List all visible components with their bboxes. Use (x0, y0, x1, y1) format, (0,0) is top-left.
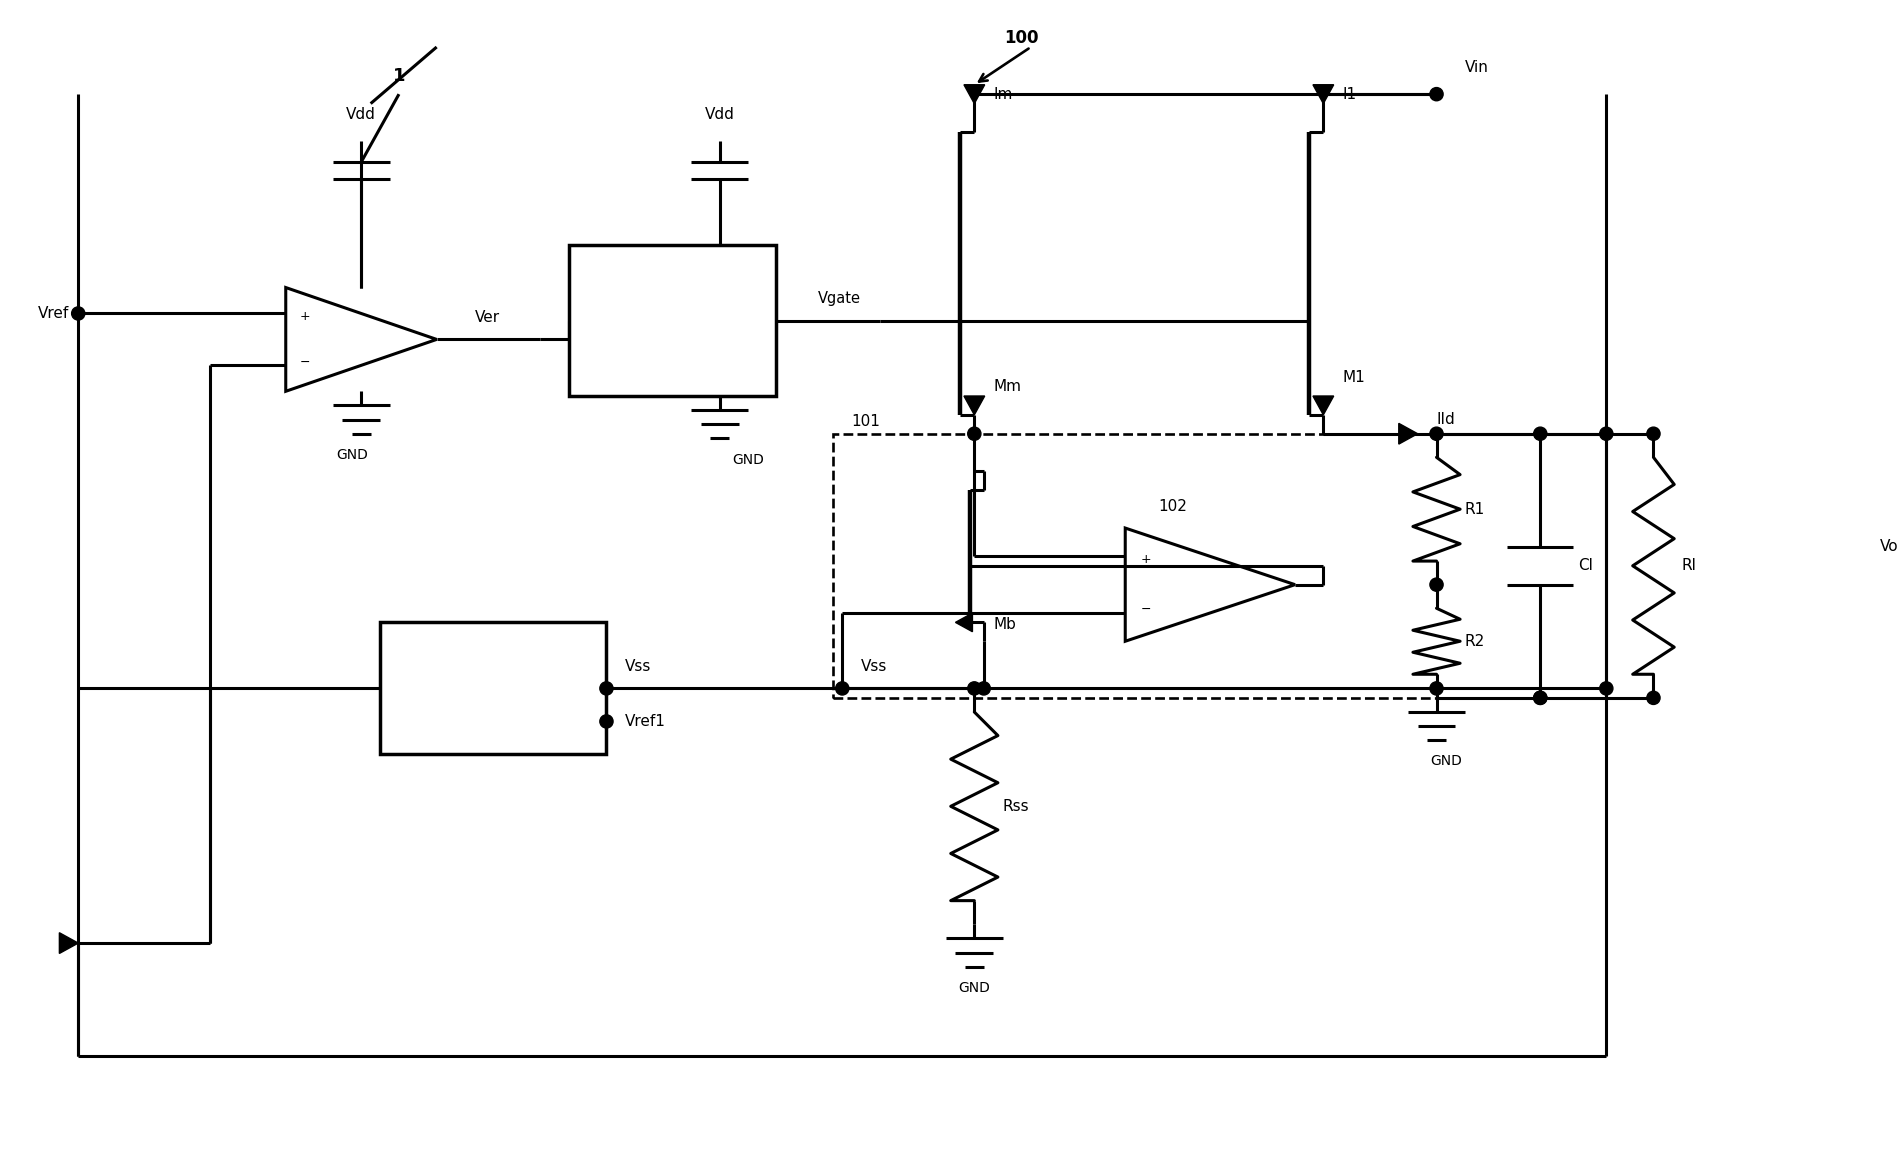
Circle shape (599, 681, 613, 695)
Text: M1: M1 (1343, 370, 1366, 385)
Text: R2: R2 (1464, 634, 1485, 649)
Text: GND: GND (1430, 755, 1463, 768)
Circle shape (1533, 691, 1546, 705)
Polygon shape (1834, 490, 1851, 509)
Text: GND: GND (336, 447, 368, 462)
Circle shape (837, 681, 848, 695)
Circle shape (1533, 428, 1546, 440)
Bar (833, 433, 1607, 698)
Circle shape (1430, 681, 1444, 695)
Text: −: − (300, 356, 309, 369)
Text: Vdd: Vdd (704, 108, 734, 123)
Text: 1: 1 (393, 67, 406, 85)
Text: Vss: Vss (861, 659, 888, 675)
Circle shape (977, 681, 990, 695)
Polygon shape (964, 396, 985, 415)
Circle shape (967, 428, 981, 440)
Bar (569, 245, 776, 396)
Text: Vref1: Vref1 (626, 714, 666, 729)
Text: Vdd: Vdd (347, 108, 376, 123)
Polygon shape (1313, 85, 1334, 103)
Text: Cl: Cl (1578, 559, 1593, 574)
Text: IId: IId (1436, 413, 1455, 427)
Text: Rss: Rss (1004, 799, 1030, 814)
Circle shape (72, 307, 85, 320)
Circle shape (967, 681, 981, 695)
Text: Mb: Mb (994, 617, 1017, 632)
Text: Mm: Mm (994, 379, 1021, 394)
Circle shape (1430, 88, 1444, 101)
Text: Vss: Vss (626, 659, 653, 675)
Polygon shape (1398, 423, 1417, 444)
Text: I1: I1 (1343, 87, 1356, 102)
Text: R1: R1 (1464, 502, 1485, 517)
Text: GND: GND (958, 981, 990, 994)
Text: Rl: Rl (1683, 559, 1696, 574)
Circle shape (1430, 428, 1444, 440)
Text: GND: GND (732, 453, 764, 467)
Circle shape (1599, 428, 1612, 440)
Text: Vout: Vout (1880, 539, 1897, 554)
Text: +: + (300, 311, 309, 323)
Polygon shape (964, 85, 985, 103)
Polygon shape (1313, 396, 1334, 415)
Circle shape (1647, 691, 1660, 705)
Circle shape (1647, 428, 1660, 440)
Polygon shape (956, 613, 973, 632)
Circle shape (1599, 681, 1612, 695)
Text: Ver: Ver (474, 311, 499, 326)
Text: −: − (1140, 603, 1151, 617)
Bar (379, 622, 607, 755)
Text: Vref: Vref (38, 306, 68, 321)
Text: Vgate: Vgate (818, 291, 861, 306)
Circle shape (599, 715, 613, 728)
Text: 100: 100 (1004, 29, 1040, 48)
Text: +: + (1140, 553, 1151, 567)
Text: 103: 103 (474, 672, 512, 690)
Circle shape (1533, 691, 1546, 705)
Polygon shape (59, 933, 78, 954)
Text: 101: 101 (852, 414, 880, 429)
Text: Vin: Vin (1464, 60, 1489, 75)
Text: 102: 102 (1157, 498, 1188, 513)
Text: 2: 2 (666, 302, 679, 323)
Text: Im: Im (994, 87, 1013, 102)
Circle shape (1430, 578, 1444, 591)
